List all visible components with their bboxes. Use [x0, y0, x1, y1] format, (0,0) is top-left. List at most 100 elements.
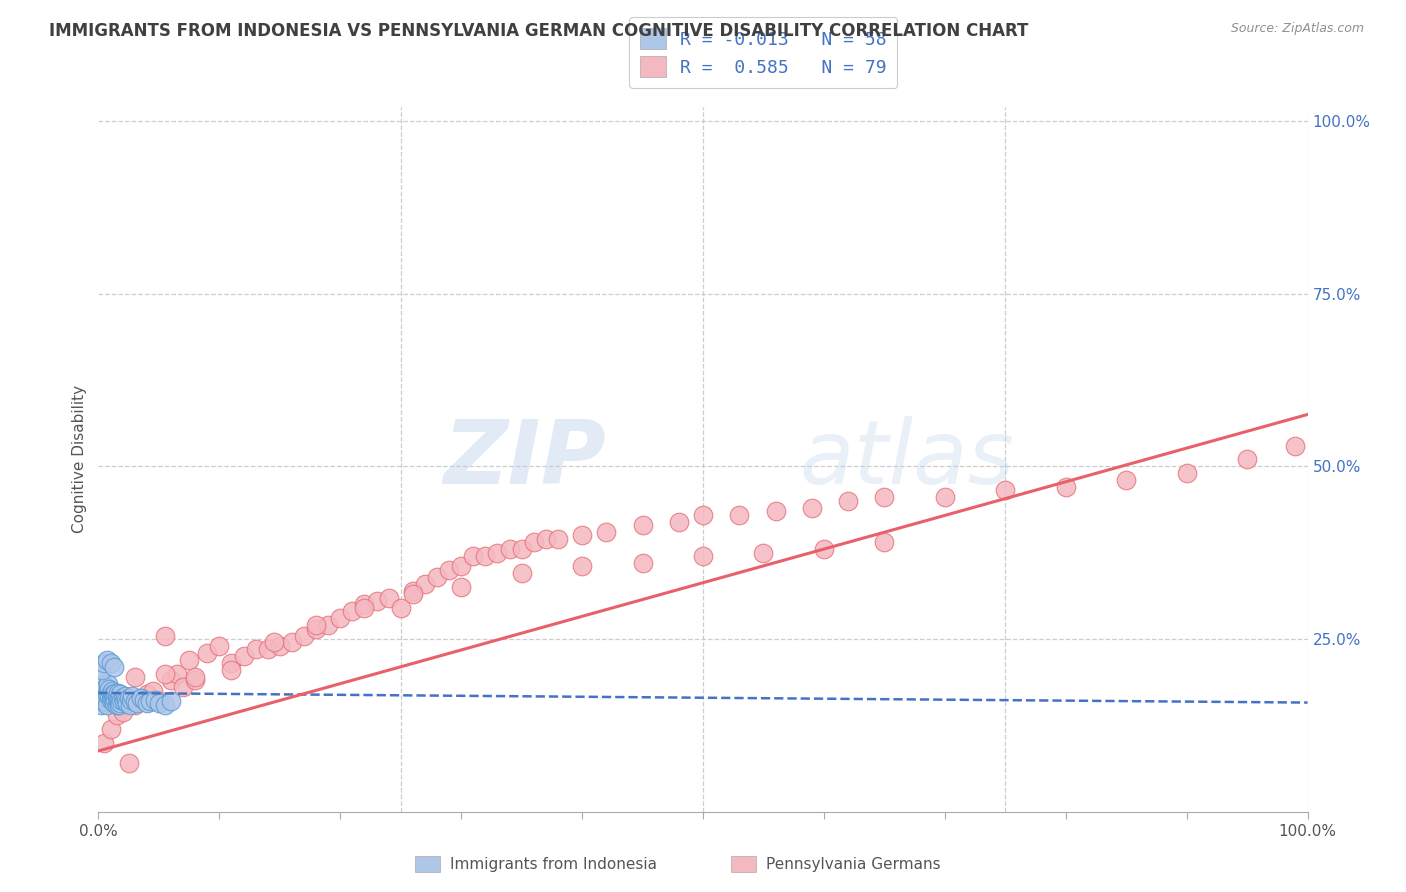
- Point: [172, 681, 194, 695]
- Point: [105, 689, 128, 703]
- Point: [98, 689, 121, 703]
- Point: [94, 681, 117, 695]
- Text: Pennsylvania Germans: Pennsylvania Germans: [766, 857, 941, 871]
- Point: [93, 736, 115, 750]
- Point: [118, 756, 141, 771]
- Point: [107, 686, 129, 700]
- Point: [124, 698, 146, 712]
- Point: [510, 566, 533, 581]
- Point: [450, 580, 472, 594]
- Point: [281, 635, 304, 649]
- Point: [342, 604, 364, 618]
- Point: [97, 683, 120, 698]
- Point: [91, 690, 114, 705]
- Point: [994, 483, 1017, 498]
- Point: [115, 693, 138, 707]
- Point: [100, 683, 122, 698]
- Point: [463, 549, 485, 563]
- Point: [148, 696, 170, 710]
- Point: [94, 690, 117, 705]
- Point: [486, 546, 509, 560]
- Point: [692, 549, 714, 563]
- Text: Immigrants from Indonesia: Immigrants from Indonesia: [450, 857, 657, 871]
- Point: [474, 549, 496, 563]
- Point: [100, 656, 122, 670]
- Point: [114, 689, 136, 703]
- Point: [91, 694, 114, 708]
- Point: [377, 591, 399, 605]
- Point: [96, 653, 118, 667]
- Point: [402, 587, 425, 601]
- Point: [1054, 480, 1077, 494]
- Point: [184, 673, 207, 688]
- Point: [813, 542, 835, 557]
- Point: [124, 694, 146, 708]
- Point: [305, 618, 328, 632]
- Point: [263, 635, 285, 649]
- Point: [91, 683, 114, 698]
- Point: [752, 546, 775, 560]
- Point: [118, 690, 141, 705]
- Point: [728, 508, 751, 522]
- Point: [873, 491, 896, 505]
- Point: [135, 696, 157, 710]
- Point: [668, 515, 690, 529]
- Point: [166, 666, 188, 681]
- Point: [103, 689, 125, 703]
- Point: [153, 628, 176, 642]
- Point: [120, 693, 142, 707]
- Point: [547, 532, 569, 546]
- Point: [184, 670, 207, 684]
- Point: [631, 518, 654, 533]
- Point: [129, 690, 152, 705]
- Point: [389, 601, 412, 615]
- Point: [98, 681, 121, 696]
- Point: [1115, 473, 1137, 487]
- Point: [112, 694, 135, 708]
- Point: [450, 559, 472, 574]
- Point: [121, 689, 143, 703]
- Point: [100, 690, 122, 705]
- Point: [934, 491, 956, 505]
- Point: [104, 686, 127, 700]
- Point: [631, 556, 654, 570]
- Point: [108, 698, 131, 712]
- Point: [91, 663, 114, 677]
- Point: [221, 663, 243, 677]
- Point: [366, 594, 388, 608]
- Point: [96, 687, 118, 701]
- Point: [91, 677, 114, 691]
- Y-axis label: Cognitive Disability: Cognitive Disability: [72, 385, 87, 533]
- Point: [100, 686, 122, 700]
- Point: [221, 656, 243, 670]
- Point: [571, 528, 593, 542]
- Point: [108, 687, 131, 701]
- Point: [110, 693, 132, 707]
- Point: [534, 532, 557, 546]
- Point: [353, 601, 375, 615]
- Point: [127, 696, 149, 710]
- Point: [148, 694, 170, 708]
- Point: [800, 500, 823, 515]
- Point: [571, 559, 593, 574]
- Point: [93, 683, 115, 698]
- Point: [692, 508, 714, 522]
- Point: [117, 696, 139, 710]
- Point: [111, 705, 134, 719]
- Point: [103, 696, 125, 710]
- Point: [256, 642, 278, 657]
- Point: [1236, 452, 1258, 467]
- Point: [413, 576, 436, 591]
- Point: [523, 535, 546, 549]
- Point: [100, 693, 122, 707]
- Point: [510, 542, 533, 557]
- Point: [108, 696, 131, 710]
- Text: atlas: atlas: [800, 417, 1015, 502]
- Point: [134, 693, 156, 707]
- Point: [129, 690, 152, 705]
- Point: [104, 693, 127, 707]
- Point: [93, 694, 115, 708]
- Point: [118, 698, 141, 712]
- Point: [143, 693, 166, 707]
- Point: [873, 535, 896, 549]
